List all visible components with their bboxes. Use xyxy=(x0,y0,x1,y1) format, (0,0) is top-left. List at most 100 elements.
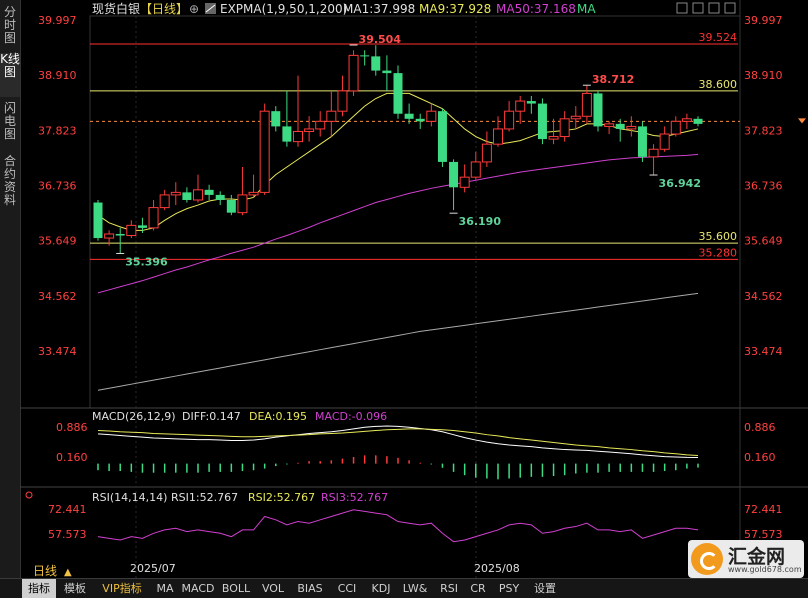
candle[interactable] xyxy=(526,95,536,114)
macd-diff-line xyxy=(97,425,699,459)
indicator-tab-5[interactable]: BOLL xyxy=(221,582,251,595)
candle-body xyxy=(259,110,270,193)
candle[interactable] xyxy=(515,95,526,124)
candle[interactable] xyxy=(115,227,125,254)
candle[interactable] xyxy=(271,106,281,132)
period-arrow-icon[interactable]: ▲ xyxy=(64,567,72,578)
rsi-y-tick: 57.573 xyxy=(48,528,87,541)
candle[interactable] xyxy=(593,90,603,132)
candle[interactable] xyxy=(282,90,292,147)
close-icon[interactable] xyxy=(724,2,736,14)
candle[interactable] xyxy=(481,131,492,168)
candle[interactable] xyxy=(449,159,459,211)
price-level-label: 38.600 xyxy=(699,78,738,91)
candle[interactable] xyxy=(382,55,392,91)
candle[interactable] xyxy=(348,50,359,96)
candle[interactable] xyxy=(159,189,170,211)
y-tick-right: 35.649 xyxy=(744,235,783,248)
candle[interactable] xyxy=(604,121,615,135)
indicator-tab-8[interactable]: CCI xyxy=(337,582,357,595)
candle[interactable] xyxy=(93,199,103,241)
candle[interactable] xyxy=(182,187,192,203)
candle[interactable] xyxy=(470,151,481,180)
candle[interactable] xyxy=(315,111,326,137)
candle[interactable] xyxy=(226,194,236,216)
candle-body xyxy=(382,70,392,74)
indicator-icon[interactable] xyxy=(205,3,216,14)
side-tab-kline[interactable]: K线图 xyxy=(0,53,20,97)
period-label[interactable]: 日线 xyxy=(33,564,57,578)
candle[interactable] xyxy=(426,103,437,127)
side-tab-contract[interactable]: 合约资料 xyxy=(3,154,16,207)
candle[interactable] xyxy=(459,164,470,193)
indicator-tab-3[interactable]: MA xyxy=(156,582,174,595)
indicator-tab-7[interactable]: BIAS xyxy=(297,582,323,595)
candle[interactable] xyxy=(659,126,670,152)
candle-body xyxy=(637,126,647,157)
candle-body xyxy=(526,101,536,104)
indicator-tab-12[interactable]: CR xyxy=(470,582,486,595)
indicator-tab-11[interactable]: RSI xyxy=(440,582,458,595)
candle[interactable] xyxy=(148,199,159,231)
add-icon[interactable]: ⊕ xyxy=(189,2,199,16)
candle[interactable] xyxy=(371,45,381,76)
candle[interactable] xyxy=(504,101,515,132)
indicator-tab-4[interactable]: MACD xyxy=(181,582,215,595)
candle[interactable] xyxy=(615,118,625,142)
indicator-tab-13[interactable]: PSY xyxy=(498,582,520,595)
candle[interactable] xyxy=(559,111,570,142)
candle[interactable] xyxy=(248,174,259,198)
candle[interactable] xyxy=(104,230,115,246)
candle[interactable] xyxy=(537,98,547,145)
candle-body xyxy=(604,123,615,127)
candle[interactable] xyxy=(693,116,703,127)
y-tick-left: 36.736 xyxy=(38,179,77,192)
indicator-tab-9[interactable]: KDJ xyxy=(371,582,391,595)
indicator-tab-6[interactable]: VOL xyxy=(261,582,285,595)
candle[interactable] xyxy=(648,144,659,176)
candle[interactable] xyxy=(493,116,503,147)
side-tab-flash[interactable]: 闪电图 xyxy=(3,101,16,141)
indicator-tab-0[interactable]: 指标 xyxy=(22,579,56,598)
candle[interactable] xyxy=(360,50,370,66)
candle[interactable] xyxy=(681,113,692,129)
candle[interactable] xyxy=(337,75,348,117)
candle[interactable] xyxy=(215,191,225,206)
rsi-line xyxy=(97,509,699,543)
candle-body xyxy=(470,161,481,178)
indicator-tab-2[interactable]: VIP指标 xyxy=(102,582,142,595)
candle-body xyxy=(371,56,381,71)
candle[interactable] xyxy=(326,90,337,137)
candle[interactable] xyxy=(415,113,425,129)
candle-body xyxy=(515,100,526,112)
candle[interactable] xyxy=(437,108,447,168)
candle[interactable] xyxy=(404,103,414,124)
indicator-tab-1[interactable]: 模板 xyxy=(64,582,86,595)
chart-canvas[interactable]: 现货白银 【日线】 ⊕ EXPMA(1,9,50,1,200) MA1:37.9… xyxy=(0,0,808,578)
layout-icon[interactable] xyxy=(708,2,720,14)
candle[interactable] xyxy=(259,103,270,195)
candle[interactable] xyxy=(170,182,181,206)
candle[interactable] xyxy=(304,116,315,142)
grid-icon[interactable] xyxy=(676,2,688,14)
candle[interactable] xyxy=(204,184,214,200)
candle[interactable] xyxy=(293,75,303,147)
settings-icon[interactable] xyxy=(692,2,704,14)
side-tab-timeshare[interactable]: 分时图 xyxy=(3,5,16,45)
candle[interactable] xyxy=(626,116,637,137)
candle-body xyxy=(681,118,692,122)
candle[interactable] xyxy=(393,65,403,119)
candle[interactable] xyxy=(548,118,559,145)
candle[interactable] xyxy=(570,106,581,129)
candle[interactable] xyxy=(581,85,592,124)
side-tab-bar: 分时图 K线图 闪电图 合约资料 xyxy=(0,0,21,578)
indicator-tab-14[interactable]: 设置 xyxy=(534,582,556,595)
candle[interactable] xyxy=(193,174,203,203)
candle[interactable] xyxy=(237,167,248,216)
candle[interactable] xyxy=(126,220,137,239)
indicator-tab-10[interactable]: LW& xyxy=(402,582,428,595)
y-tick-right: 34.562 xyxy=(744,290,783,303)
candle[interactable] xyxy=(670,116,681,137)
candle[interactable] xyxy=(137,217,147,233)
candle[interactable] xyxy=(637,121,647,162)
